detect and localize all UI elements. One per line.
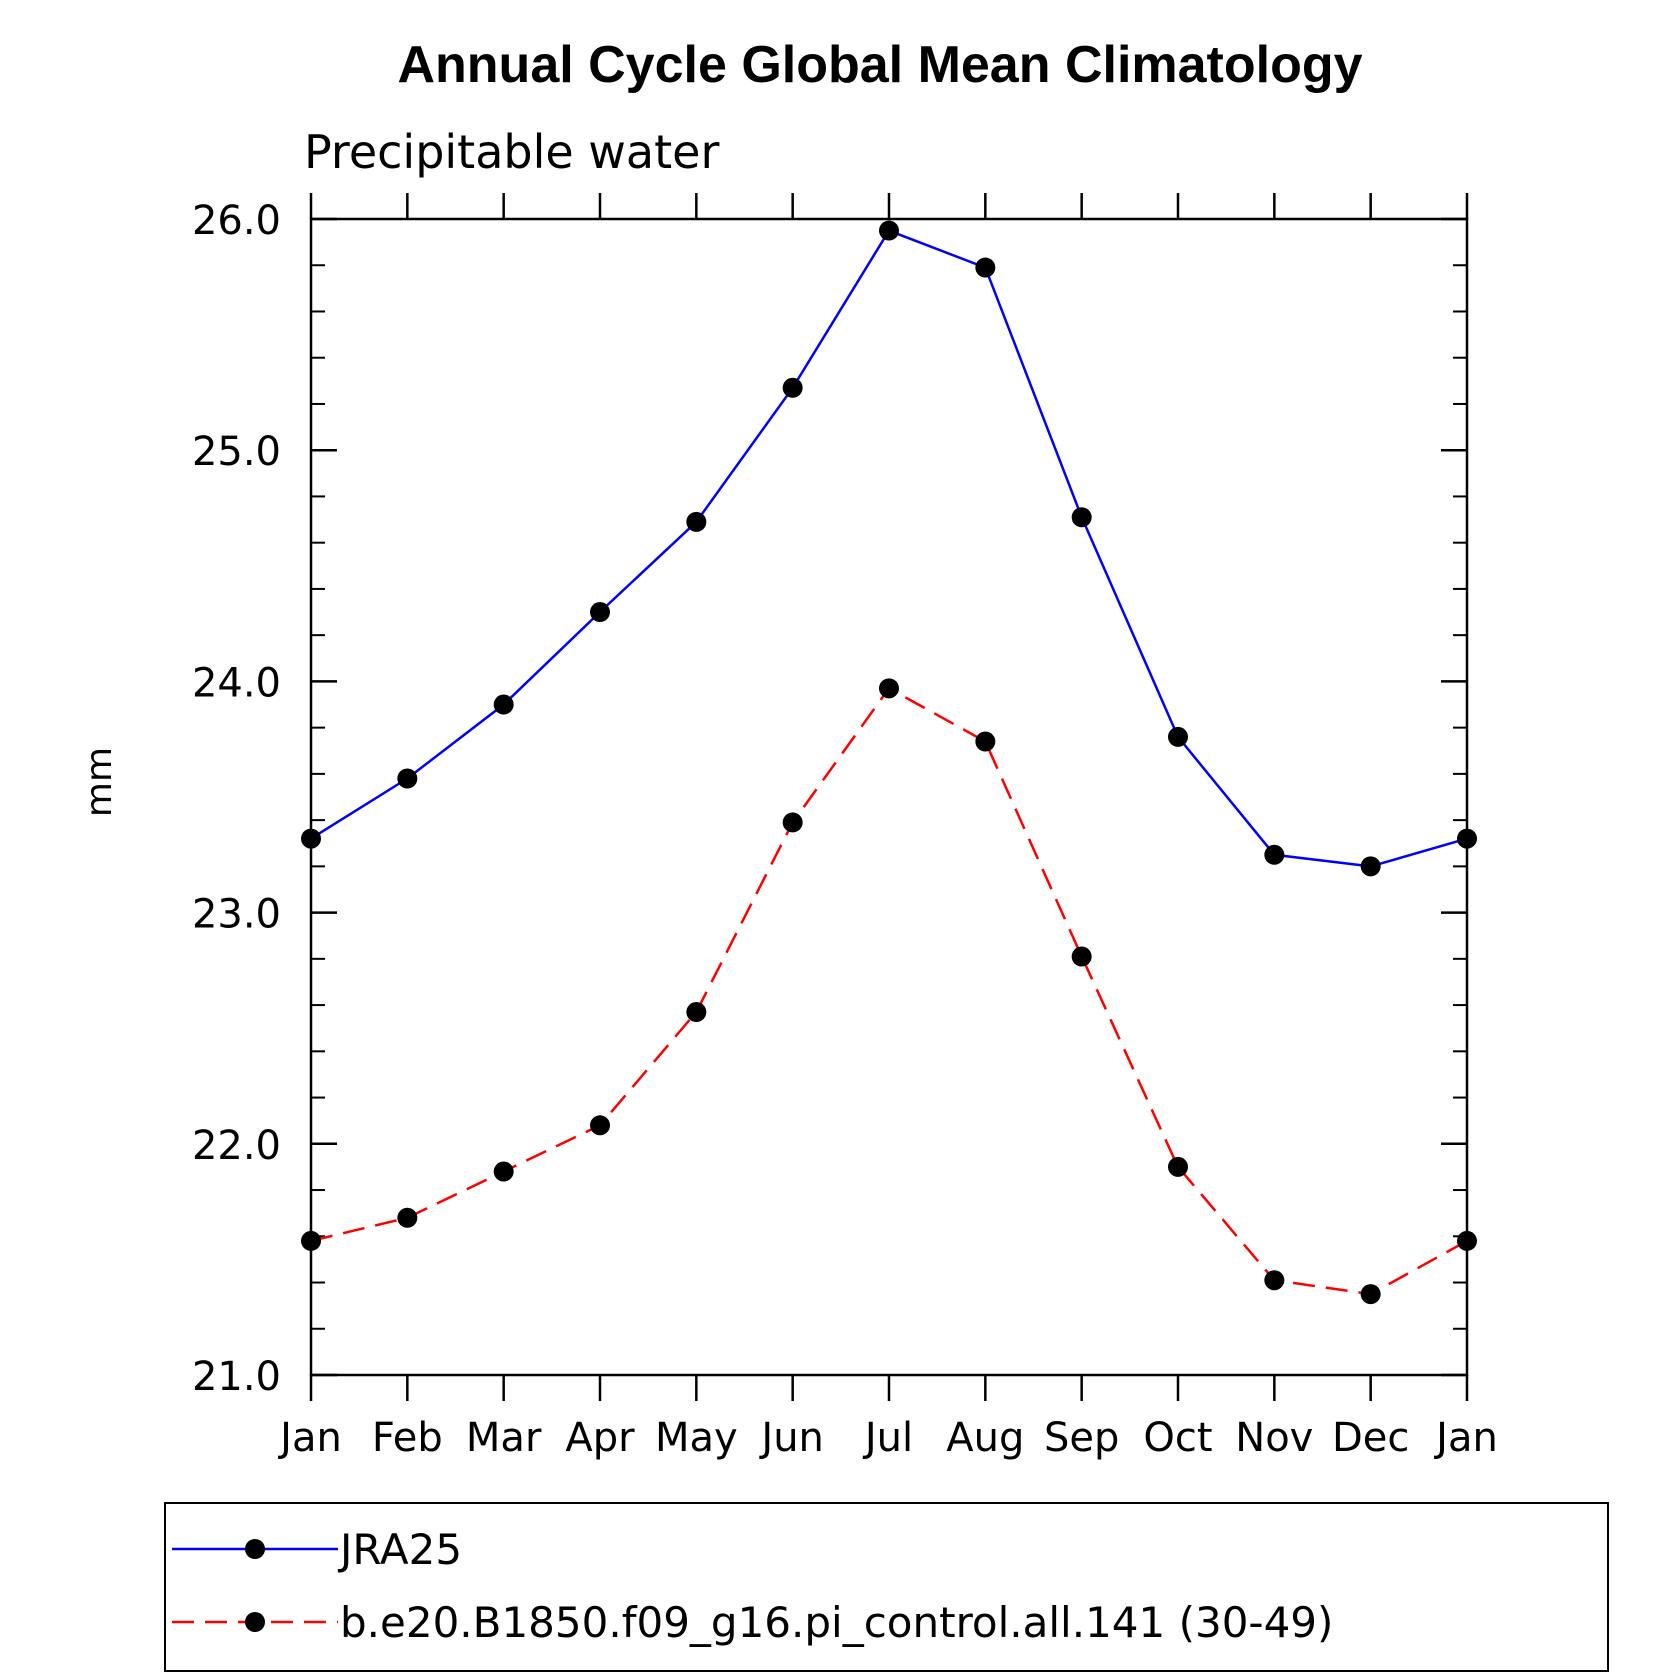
legend-swatch-marker-0 xyxy=(245,1539,265,1559)
y-tick-label: 26.0 xyxy=(192,198,281,244)
series-0-point xyxy=(493,694,514,715)
y-tick-label: 24.0 xyxy=(192,660,281,706)
series-1-point xyxy=(301,1230,321,1251)
series-1-point xyxy=(493,1161,514,1182)
x-tick-label: Oct xyxy=(1143,1415,1212,1461)
series-0-point xyxy=(879,220,899,241)
x-tick-label: Mar xyxy=(466,1415,542,1461)
series-1-point xyxy=(1457,1230,1477,1251)
x-tick-label: Nov xyxy=(1235,1415,1313,1461)
x-tick-label: Aug xyxy=(946,1415,1024,1461)
series-0-point xyxy=(1168,726,1188,747)
x-tick-label: Apr xyxy=(565,1415,635,1461)
y-tick-label: 21.0 xyxy=(192,1354,281,1400)
series-0-point xyxy=(782,377,803,398)
x-tick-label: Sep xyxy=(1044,1415,1119,1461)
x-tick-label: Jul xyxy=(862,1415,913,1461)
plot-axes: Jan Feb Mar Apr May Jun Jul Aug Sep Oct Nov Dec Jan 2… xyxy=(192,193,1498,1461)
series-1-point xyxy=(590,1115,610,1136)
series-line-0 xyxy=(310,229,1468,868)
legend-label-1: b.e20.B1850.f09_g16.pi_control.all.141 (… xyxy=(340,1598,1333,1647)
series-layer xyxy=(301,220,1477,1305)
x-tick-label: Jan xyxy=(1433,1415,1498,1461)
series-0-point xyxy=(1264,844,1285,865)
x-tick-label: Dec xyxy=(1332,1415,1409,1461)
legend-box xyxy=(164,1502,1609,1672)
chart-subtitle: Precipitable water xyxy=(304,125,719,179)
series-1-point xyxy=(1360,1284,1381,1305)
legend-label-0: JRA25 xyxy=(337,1525,462,1574)
x-tick-label: May xyxy=(655,1415,738,1461)
series-1-point xyxy=(686,1002,707,1023)
y-tick-label: 22.0 xyxy=(192,1123,281,1169)
y-tick-label: 23.0 xyxy=(192,892,281,938)
series-0-point xyxy=(1071,507,1092,528)
series-0-point xyxy=(1360,856,1381,877)
series-1-point xyxy=(397,1207,418,1228)
x-tick-label: Jun xyxy=(758,1415,824,1461)
series-1-point xyxy=(1071,946,1092,967)
series-line-1 xyxy=(310,686,1468,1296)
series-1-point xyxy=(879,678,899,699)
series-0-point xyxy=(975,257,996,278)
series-1-point xyxy=(975,731,996,752)
legend-swatch-marker-1 xyxy=(245,1612,265,1632)
legend: JRA25 b.e20.B1850.f09_g16.pi_control.all… xyxy=(164,1502,1609,1672)
x-tick-label: Jan xyxy=(277,1415,342,1461)
x-tick-label: Feb xyxy=(372,1415,443,1461)
series-1-point xyxy=(1168,1156,1188,1177)
series-1-point xyxy=(782,812,803,833)
series-1-point xyxy=(1264,1270,1285,1291)
series-0-point xyxy=(301,828,321,849)
series-0-point xyxy=(1457,828,1477,849)
y-tick-label: 25.0 xyxy=(192,429,281,475)
series-0-point xyxy=(397,768,418,789)
plot-frame xyxy=(309,217,1469,1377)
chart-title: Annual Cycle Global Mean Climatology xyxy=(397,36,1362,94)
y-axis-label: mm xyxy=(79,747,120,817)
series-0-point xyxy=(590,602,610,623)
series-0-point xyxy=(686,511,707,532)
